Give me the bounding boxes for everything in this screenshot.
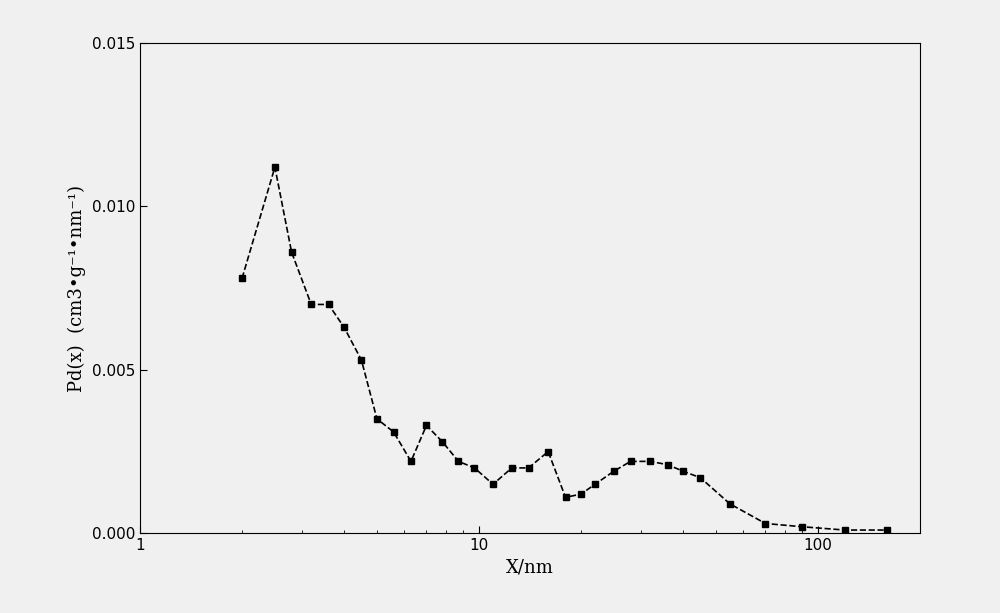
Y-axis label: Pd(x)  (cm3•g⁻¹•nm⁻¹): Pd(x) (cm3•g⁻¹•nm⁻¹) — [68, 185, 86, 392]
X-axis label: X/nm: X/nm — [506, 558, 554, 577]
